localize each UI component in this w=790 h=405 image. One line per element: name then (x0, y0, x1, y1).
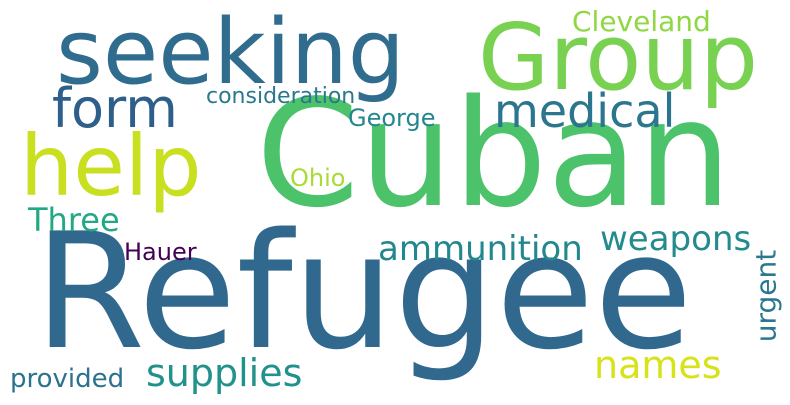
word-urgent: urgent (749, 249, 783, 343)
word-provided: provided (10, 364, 125, 394)
word-supplies: supplies (146, 351, 303, 395)
word-seeking: seeking (56, 0, 405, 105)
word-george: George (348, 104, 436, 132)
word-group: Group (478, 4, 759, 111)
word-cuban: Cuban (256, 68, 732, 240)
word-refugee: Refugee (34, 198, 693, 385)
word-hauer: Hauer (124, 238, 197, 266)
word-ammunition: ammunition (378, 229, 583, 269)
word-consideration: consideration (206, 84, 356, 109)
word-help: help (20, 117, 202, 215)
word-ohio: Ohio (290, 164, 346, 192)
word-medical: medical (494, 84, 676, 138)
word-form: form (52, 77, 178, 140)
word-names: names (594, 343, 722, 387)
word-three: Three (28, 201, 120, 239)
word-weapons: weapons (600, 219, 752, 259)
word-cleveland: Cleveland (572, 5, 711, 38)
